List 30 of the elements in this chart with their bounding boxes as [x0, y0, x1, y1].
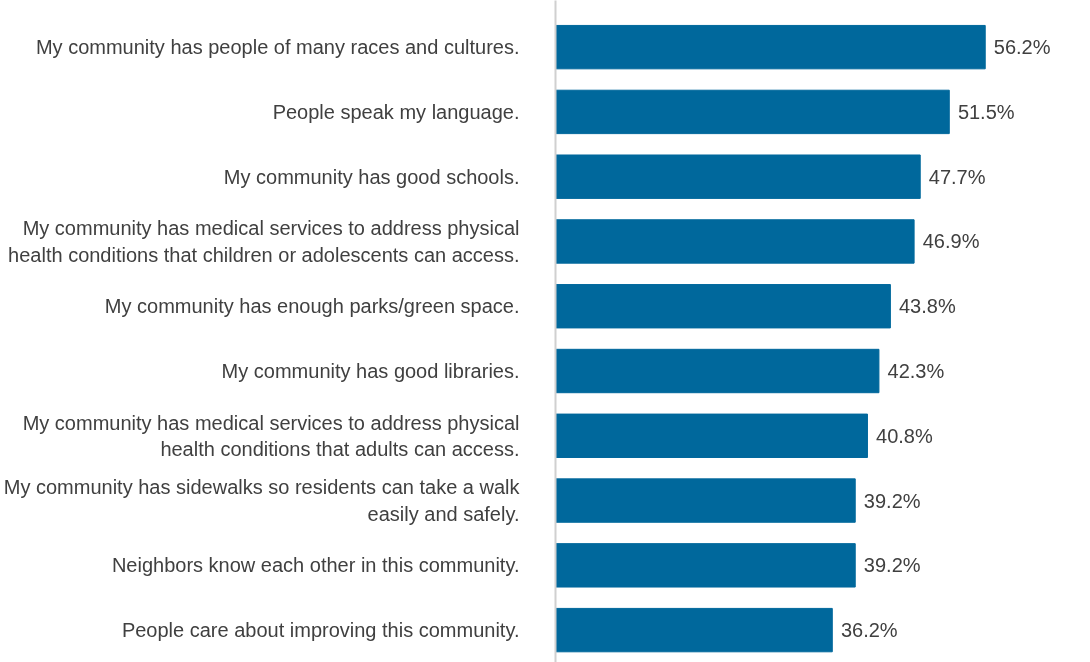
bar — [555, 219, 915, 264]
data-label: 47.7% — [928, 165, 986, 188]
bar — [555, 607, 833, 653]
data-label: 43.8% — [899, 295, 956, 318]
y-tick-label: My community has medical services to address physical health conditions that adults can access. — [22, 411, 520, 460]
y-tick-label: My community has enough parks/green space. — [104, 295, 520, 318]
bar — [555, 543, 856, 588]
y-tick-label: My community has sidewalks so residents can take a walk easily and safely. — [3, 476, 521, 525]
bar — [555, 89, 950, 135]
bar — [555, 413, 868, 458]
data-label: 46.9% — [922, 230, 980, 253]
data-label: 39.2% — [863, 554, 921, 577]
bar — [555, 478, 856, 523]
y-tick-label: People speak my language. — [272, 100, 520, 123]
data-label: 40.8% — [876, 424, 933, 447]
data-label: 56.2% — [993, 36, 1051, 59]
y-tick-label: My community has people of many races and cultures. — [35, 36, 520, 59]
data-label: 36.2% — [840, 619, 898, 642]
data-label: 39.2% — [863, 489, 921, 512]
bar — [555, 154, 921, 199]
data-label: 51.5% — [957, 100, 1015, 123]
y-tick-label: Neighbors know each other in this community. — [111, 554, 520, 577]
y-tick-label: My community has good libraries. — [221, 360, 520, 383]
y-tick-label: My community has good schools. — [223, 165, 520, 188]
bar — [555, 348, 880, 394]
y-tick-label: People care about improving this community. — [121, 619, 520, 642]
y-tick-label: My community has medical services to address physical health conditions that children or adolescents can access. — [8, 217, 520, 266]
data-label: 42.3% — [887, 360, 945, 383]
bar — [555, 284, 891, 329]
bar — [555, 24, 986, 70]
